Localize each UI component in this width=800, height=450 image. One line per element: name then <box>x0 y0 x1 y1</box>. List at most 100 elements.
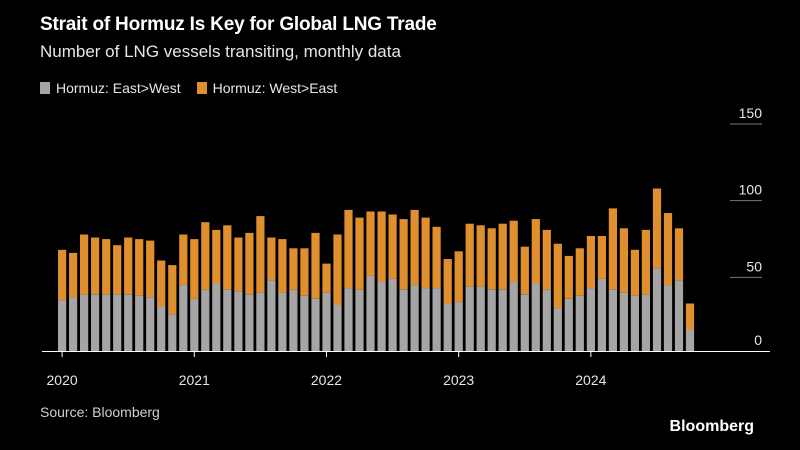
bar-east-west <box>366 275 375 351</box>
bar-east-west <box>300 295 309 351</box>
bar-west-east <box>432 226 441 289</box>
bar-west-east <box>135 239 144 296</box>
bar-east-west <box>278 292 287 351</box>
bar-east-west <box>674 280 684 351</box>
bar-west-east <box>388 214 397 279</box>
legend-label-east-west: Hormuz: East>West <box>56 80 181 96</box>
bar-east-west <box>212 283 221 351</box>
chart-title: Strait of Hormuz Is Key for Global LNG T… <box>40 14 437 35</box>
bar-west-east <box>619 228 628 293</box>
bar-east-west <box>267 280 276 351</box>
bar-east-west <box>113 294 122 351</box>
bar-east-west <box>608 289 617 351</box>
x-tick-label: 2021 <box>179 372 210 388</box>
bar-east-west <box>256 292 265 351</box>
bar-west-east <box>641 229 650 295</box>
y-tick-label: 100 <box>739 182 763 198</box>
bar-east-west <box>652 268 662 351</box>
bar-west-east <box>146 240 155 298</box>
bar-west-east <box>344 209 353 289</box>
bar-west-east <box>586 236 595 289</box>
bar-east-west <box>190 298 199 351</box>
x-tick-label: 2020 <box>47 372 78 388</box>
bar-east-west <box>630 295 639 351</box>
bar-west-east <box>531 219 540 284</box>
bar-west-east <box>234 237 243 292</box>
bar-west-east <box>520 246 529 295</box>
bar-east-west <box>597 278 606 351</box>
bar-west-east <box>80 234 89 295</box>
bar-west-east <box>190 239 199 299</box>
bar-west-east <box>124 237 133 295</box>
bar-east-west <box>245 294 254 351</box>
bar-west-east <box>663 213 673 286</box>
bar-east-west <box>443 303 452 351</box>
bar-east-west <box>234 291 243 351</box>
bar-east-west <box>476 286 485 351</box>
bar-west-east <box>564 255 573 299</box>
bar-east-west <box>102 294 111 351</box>
bar-west-east <box>168 265 177 315</box>
bar-west-east <box>410 209 419 285</box>
bar-east-west <box>80 294 89 351</box>
bar-east-west <box>179 285 188 351</box>
bar-east-west <box>223 289 232 351</box>
bar-east-west <box>157 306 166 351</box>
bar-east-west <box>531 283 540 351</box>
bar-west-east <box>256 216 265 293</box>
bar-west-east <box>465 223 474 287</box>
legend-item-east-west: Hormuz: East>West <box>40 80 181 96</box>
bar-west-east <box>608 208 617 290</box>
y-tick-label: 0 <box>754 332 762 348</box>
bar-west-east <box>179 234 188 286</box>
brand-logo: Bloomberg <box>669 418 754 435</box>
bar-east-west <box>355 289 364 351</box>
x-tick-label: 2022 <box>311 372 342 388</box>
bar-west-east <box>58 249 67 301</box>
bar-west-east <box>91 237 100 295</box>
bar-east-west <box>487 289 496 351</box>
bar-west-east <box>113 245 122 295</box>
bar-west-east <box>377 211 386 282</box>
bar-west-east <box>201 222 210 290</box>
x-tick-label: 2023 <box>443 372 474 388</box>
bar-east-west <box>410 285 419 351</box>
bar-east-west <box>498 289 507 351</box>
bar-east-west <box>575 295 584 351</box>
bar-east-west <box>520 294 529 351</box>
bar-east-west <box>465 286 474 351</box>
bar-east-west <box>542 289 551 351</box>
bar-west-east <box>652 188 662 269</box>
bar-east-west <box>124 294 133 351</box>
bar-east-west <box>91 294 100 351</box>
bar-east-west <box>586 288 595 351</box>
legend-swatch-east-west <box>40 82 50 94</box>
bar-west-east <box>245 232 254 295</box>
x-tick-label: 2024 <box>575 372 606 388</box>
source-note: Source: Bloomberg <box>40 404 160 420</box>
bar-west-east <box>157 260 166 307</box>
bar-east-west <box>289 289 298 351</box>
bar-east-west <box>69 297 78 351</box>
bar-east-west <box>311 298 320 351</box>
bar-west-east <box>487 228 496 290</box>
bar-east-west <box>377 282 386 351</box>
bar-west-east <box>223 225 232 290</box>
bar-east-west <box>421 288 430 351</box>
bar-west-east <box>289 248 298 290</box>
bar-west-east <box>685 303 695 330</box>
bar-east-west <box>135 295 144 351</box>
bar-west-east <box>311 232 320 299</box>
bar-west-east <box>630 249 639 296</box>
bar-east-west <box>399 289 408 351</box>
y-tick-label: 150 <box>739 105 763 121</box>
bar-west-east <box>542 229 551 290</box>
bar-west-east <box>553 243 562 309</box>
bar-east-west <box>432 288 441 351</box>
bar-west-east <box>333 234 342 305</box>
chart-legend: Hormuz: East>West Hormuz: West>East <box>40 80 353 96</box>
bar-east-west <box>685 329 695 351</box>
bar-east-west <box>322 292 331 351</box>
bar-east-west <box>58 300 67 351</box>
